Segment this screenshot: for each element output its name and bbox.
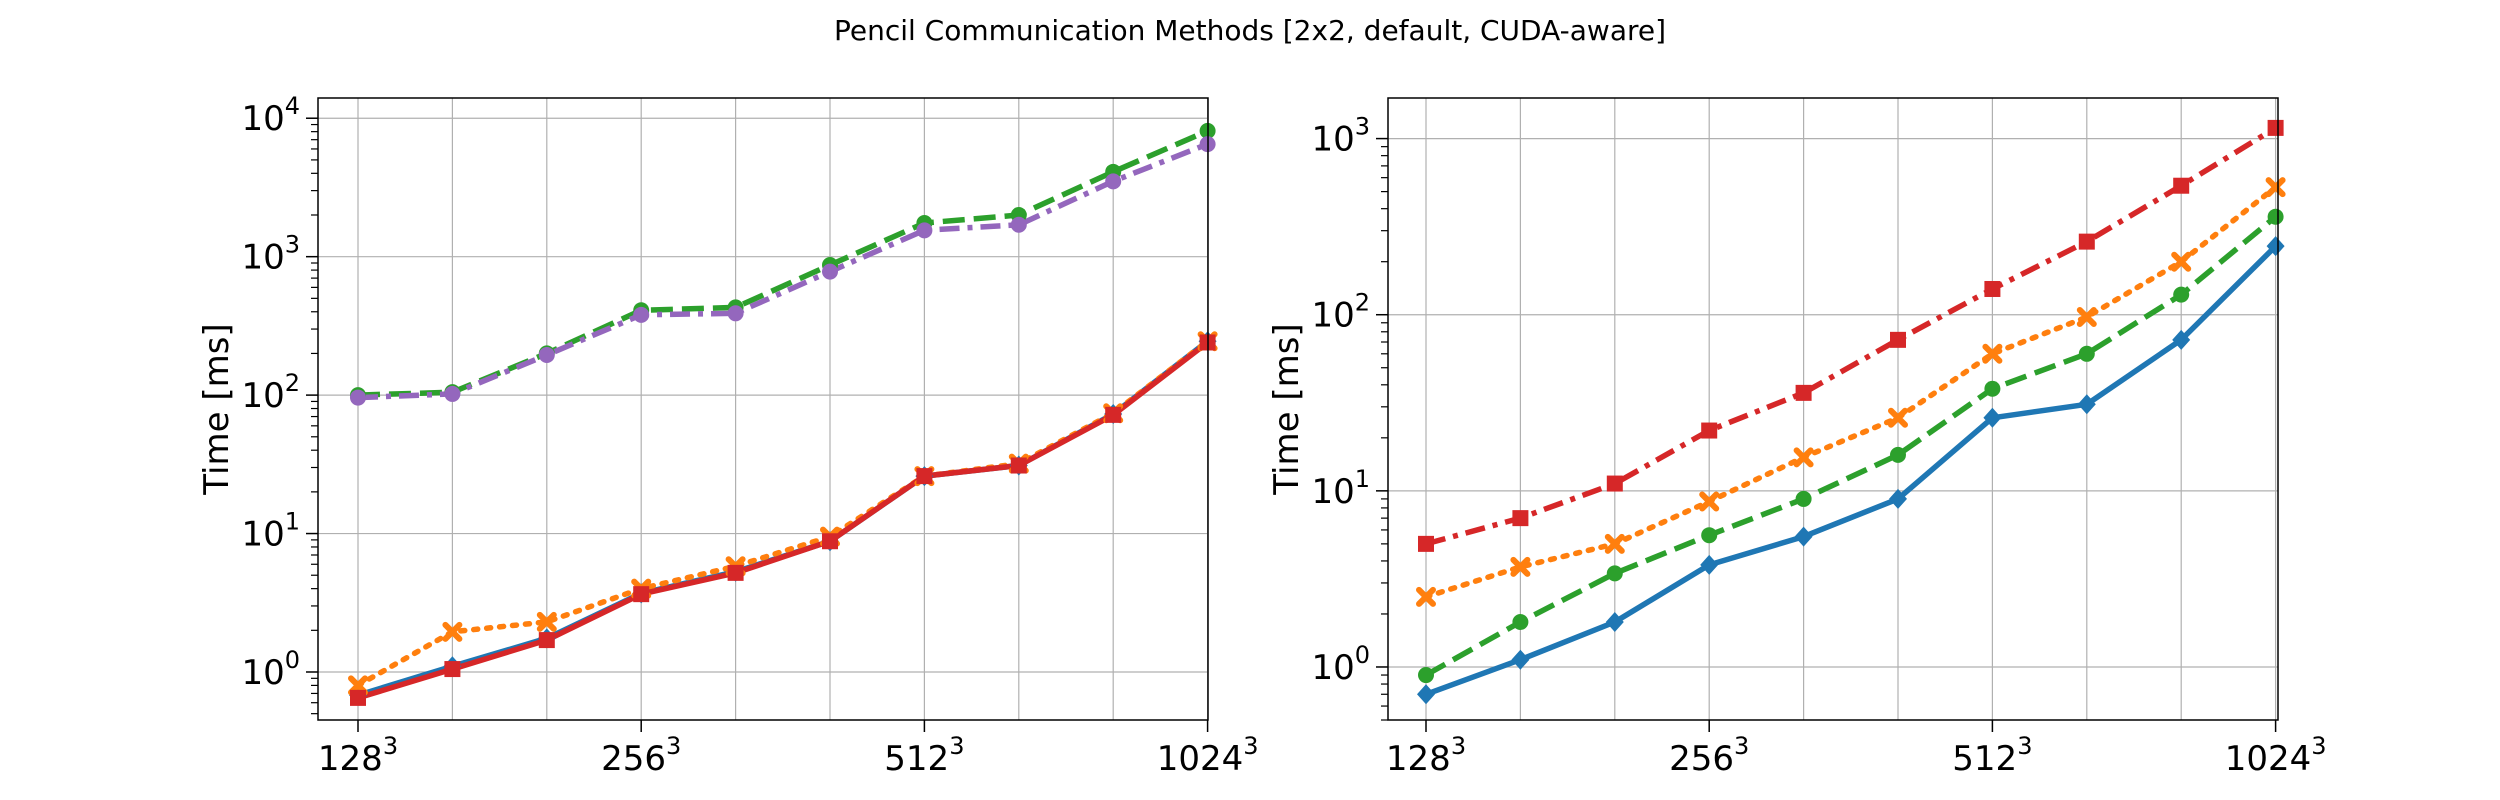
data-point-s3 (1984, 380, 2001, 397)
data-point-s3 (2078, 345, 2095, 362)
x-tick-label: 5123 (1952, 732, 2032, 779)
data-point-s4 (536, 611, 557, 632)
x-tick-label: 10243 (1157, 732, 1259, 779)
data-point-s2 (538, 346, 555, 363)
data-point-s5 (727, 564, 744, 581)
data-point-s4 (2266, 236, 2285, 257)
data-point-s2 (1982, 343, 2003, 364)
data-point-s4 (442, 621, 463, 642)
data-point-s3 (2173, 286, 2190, 303)
figure-title: Pencil Communication Methods [2x2, defau… (833, 14, 1667, 47)
data-point-s2 (2265, 177, 2286, 198)
data-point-s3 (2267, 208, 2284, 225)
series-line-1 (357, 128, 1209, 398)
data-point-s1 (1418, 535, 1434, 552)
series-line-1 (1425, 125, 2278, 547)
data-point-s5 (633, 586, 650, 603)
y-tick-label: 100 (1311, 641, 1370, 688)
data-point-s4 (2172, 329, 2191, 350)
y-axis-label: Time [ms] (1267, 323, 1307, 495)
data-point-s1 (2078, 233, 2095, 250)
data-point-s2 (2076, 307, 2097, 328)
y-tick-label: 100 (241, 646, 300, 693)
data-point-s1 (1701, 422, 1718, 439)
right-chart: 100 101 102 103 1283 2563 5123 10243 Time [ms] (1267, 97, 2327, 779)
y-tick-label: 102 (1311, 289, 1370, 336)
data-point-s4 (1417, 684, 1435, 705)
x-tick-label: 10243 (2225, 732, 2327, 779)
y-tick-label: 103 (1311, 113, 1370, 160)
series-line-5 (357, 340, 1210, 701)
data-point-s5 (444, 661, 461, 678)
data-point-s2 (350, 389, 366, 406)
data-point-s2 (1010, 216, 1027, 233)
data-point-s1 (1890, 331, 1906, 348)
x-tick-label: 1283 (318, 732, 398, 779)
data-point-s1 (1606, 475, 1623, 492)
series-line-2 (357, 141, 1209, 401)
data-point-s5 (1010, 457, 1027, 474)
y-tick-label: 104 (241, 92, 300, 139)
data-point-s3 (1795, 490, 1812, 507)
y-tick-label: 101 (1311, 465, 1370, 512)
x-tick-label: 1283 (1386, 732, 1466, 779)
y-tick-label: 101 (241, 508, 300, 555)
data-point-s2 (916, 222, 933, 239)
data-point-s3 (1890, 446, 1906, 463)
data-point-s3 (1701, 527, 1718, 544)
data-point-s4 (1794, 526, 1813, 547)
y-tick-label: 103 (241, 231, 300, 278)
data-point-s2 (1105, 173, 1122, 190)
data-point-s4 (1889, 488, 1907, 509)
data-point-s2 (2171, 251, 2192, 272)
x-tick-label: 2563 (601, 732, 681, 779)
data-point-s5 (538, 632, 555, 649)
data-point-s2 (822, 263, 838, 280)
data-point-s3 (1418, 667, 1434, 684)
left-chart: 100 101 102 103 104 1283 2563 5123 10243 Time [ms… (197, 92, 1259, 779)
y-axis-label: Time [ms] (197, 323, 237, 495)
y-tick-label: 102 (241, 369, 300, 416)
data-point-s2 (1888, 407, 1908, 428)
series-line-3 (357, 339, 1210, 698)
x-tick-label: 2563 (1669, 732, 1749, 779)
series-line-4 (1425, 244, 2278, 697)
data-point-s5 (916, 468, 933, 485)
data-point-s3 (1512, 614, 1529, 631)
x-tick-label: 5123 (884, 732, 964, 779)
data-point-s1 (1795, 384, 1812, 401)
data-point-s2 (1793, 447, 1814, 468)
data-point-s1 (2173, 177, 2190, 194)
data-point-s5 (1105, 406, 1122, 423)
data-point-s4 (1605, 612, 1624, 633)
data-point-s1 (1984, 280, 2001, 297)
data-point-s2 (727, 305, 744, 322)
data-point-s2 (1604, 533, 1625, 554)
series-line-3 (1424, 214, 2278, 678)
data-point-s2 (1699, 491, 1720, 512)
plot-frame (1387, 97, 2279, 721)
data-point-s2 (1510, 556, 1531, 577)
data-point-s3 (1606, 565, 1623, 582)
plot-frame (317, 97, 1209, 721)
data-point-s2 (444, 385, 461, 402)
data-point-s2 (633, 306, 650, 323)
data-point-s4 (1511, 649, 1530, 670)
data-point-s5 (350, 689, 366, 706)
series-line-2 (1423, 184, 2279, 600)
data-point-s4 (1983, 407, 2002, 428)
data-point-s1 (1512, 510, 1529, 527)
data-point-s2 (1416, 586, 1436, 607)
data-point-s4 (2077, 394, 2096, 415)
data-point-s5 (822, 533, 838, 550)
data-point-s1 (2267, 119, 2284, 136)
series-line-4 (355, 338, 1211, 689)
data-point-s4 (1700, 554, 1719, 575)
